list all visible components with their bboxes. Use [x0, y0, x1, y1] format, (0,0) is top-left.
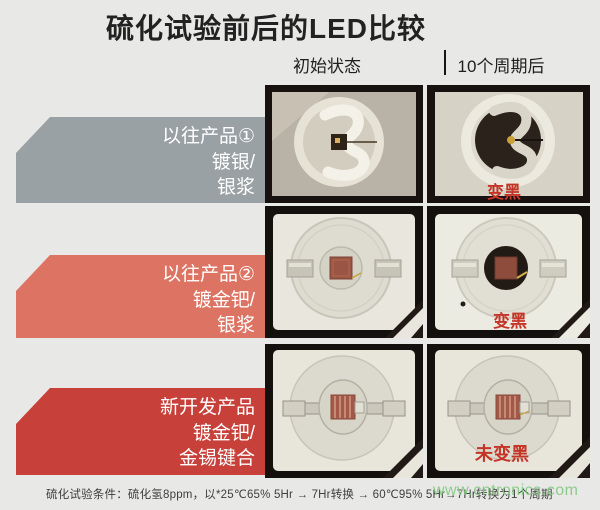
result-label-not-blackened: 未变黑: [475, 444, 529, 464]
product-name: 以往产品②: [161, 264, 255, 285]
led-photo-graphic: [265, 344, 423, 478]
row-banner-legacy-product-1: 以往产品① 镀银/ 银浆: [16, 117, 265, 203]
led-photo-graphic: [427, 206, 590, 338]
led-photo-graphic: [265, 85, 423, 203]
result-label-blackened: 变黑: [487, 183, 521, 202]
plating-type: 镀金钯/: [192, 289, 255, 311]
row-banner-label: 以往产品② 镀金钯/ 银浆: [16, 255, 265, 338]
result-label-blackened: 变黑: [493, 312, 527, 331]
plating-type: 镀银/: [211, 151, 255, 173]
led-photo-graphic: [427, 85, 590, 203]
product-name: 以往产品①: [161, 126, 255, 147]
led-photo-graphic: [427, 344, 590, 478]
row-banner-legacy-product-2: 以往产品② 镀金钯/ 银浆: [16, 255, 265, 338]
bonding-type: 银浆: [216, 315, 255, 337]
product-name: 新开发产品: [159, 397, 255, 418]
led-photo-row1-after: 变黑: [427, 85, 590, 203]
column-header-initial-state: 初始状态: [293, 57, 361, 76]
watermark-url: www.cntronics.com: [433, 482, 579, 499]
led-photo-row2-after: 变黑: [427, 206, 590, 338]
figure-title: 硫化试验前后的LED比较: [105, 13, 426, 44]
plating-type: 镀金钯/: [192, 422, 255, 444]
row-banner-label: 新开发产品 镀金钯/ 金锡键合: [16, 388, 265, 472]
header-divider: [444, 50, 446, 75]
led-photo-graphic: [265, 206, 423, 338]
test-conditions-footnote: 硫化试验条件：硫化氢8ppm，以*25℃65% 5Hr → 7Hr转换 → 60…: [46, 489, 553, 501]
led-photo-row1-initial: [265, 85, 423, 203]
led-photo-row2-initial: [265, 206, 423, 338]
bonding-type: 金锡键合: [178, 448, 255, 470]
bonding-type: 银浆: [216, 177, 255, 199]
led-photo-row3-initial: [265, 344, 423, 478]
column-header-after-10-cycles: 10个周期后: [457, 57, 545, 76]
row-banner-new-product: 新开发产品 镀金钯/ 金锡键合: [16, 388, 265, 475]
row-banner-label: 以往产品① 镀银/ 银浆: [16, 117, 265, 201]
led-photo-row3-after: 未变黑: [427, 344, 590, 478]
